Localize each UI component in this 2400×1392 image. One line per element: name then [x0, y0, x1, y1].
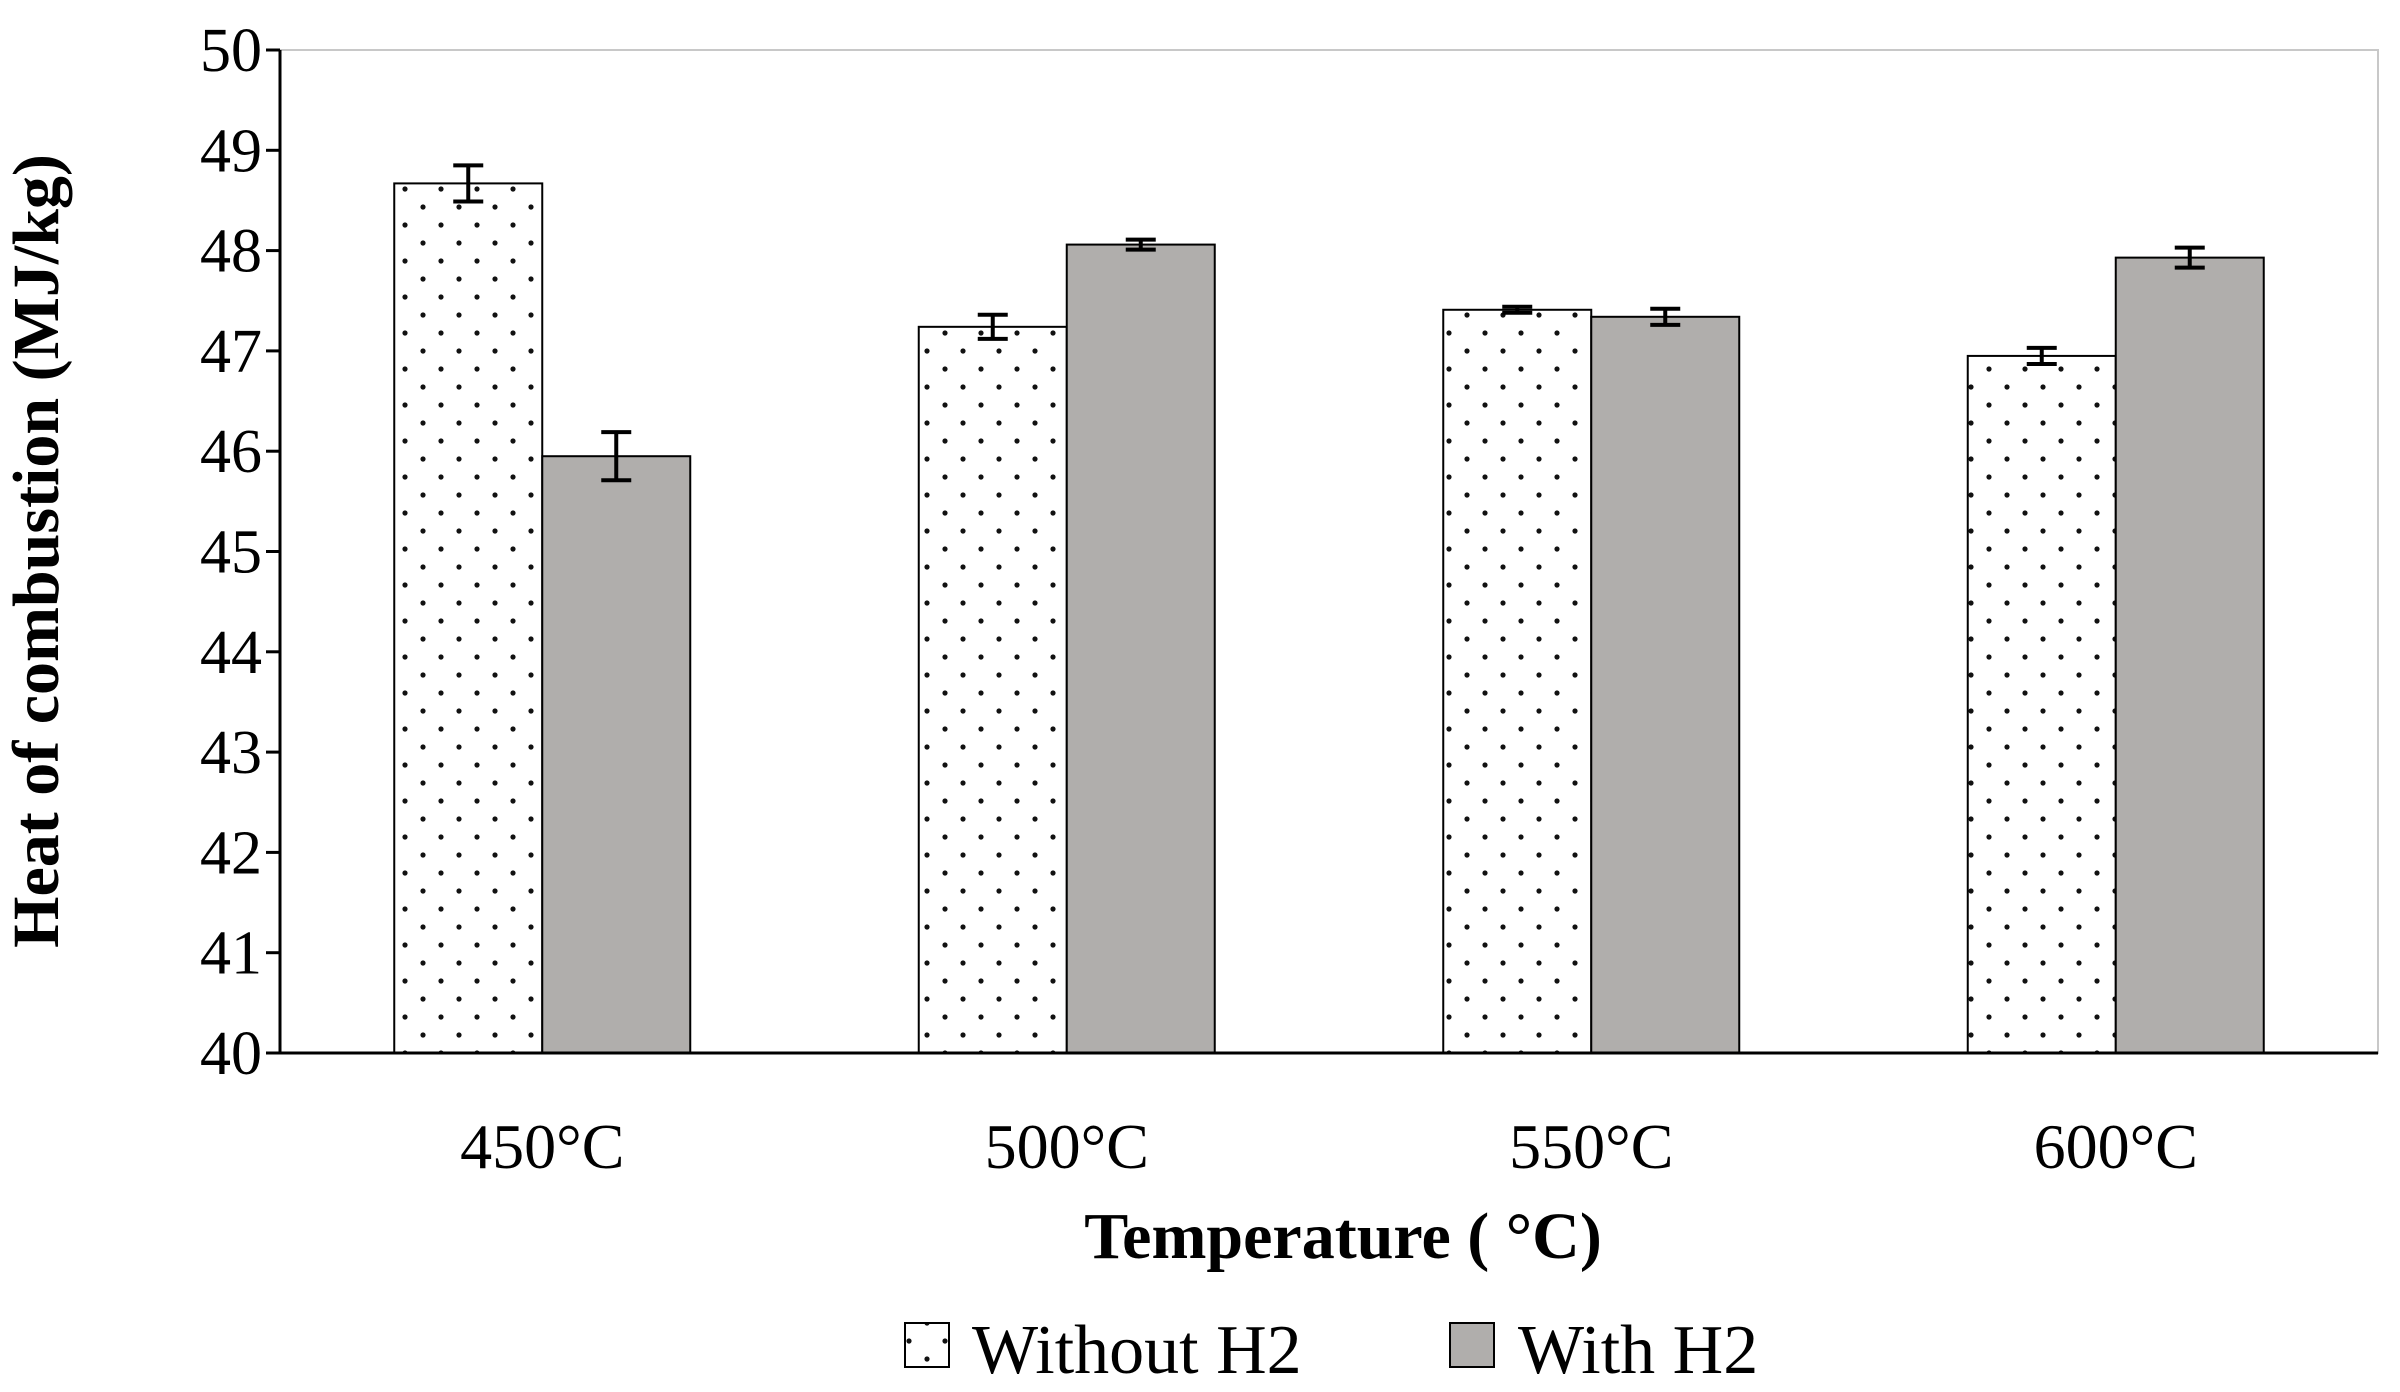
error-bars	[453, 163, 2205, 483]
y-tick-label: 46	[200, 418, 262, 486]
y-tick-label: 41	[200, 920, 262, 988]
y-tick-label: 47	[200, 318, 262, 386]
bar-without-h2-0	[393, 182, 544, 1055]
bar-with-h2-3	[2114, 256, 2265, 1055]
bar-series	[393, 182, 2265, 1055]
bar-with-h2-0	[541, 455, 692, 1054]
x-category-label: 500°C	[985, 1111, 1149, 1182]
bar-without-h2-2	[1442, 308, 1593, 1055]
bar-with-h2-2	[1590, 315, 1741, 1055]
bar-with-h2-1	[1065, 243, 1216, 1055]
y-tick-label: 49	[200, 117, 262, 185]
legend-swatch-without-h2	[904, 1322, 950, 1368]
legend: Without H2 With H2	[904, 1312, 1758, 1389]
x-category-label: 600°C	[2034, 1111, 2198, 1182]
bar-without-h2-1	[917, 325, 1068, 1054]
x-category-label: 450°C	[460, 1111, 624, 1182]
legend-label-without-h2: Without H2	[972, 1312, 1302, 1389]
y-tick-label: 40	[200, 1020, 262, 1088]
y-axis-title: Heat of combustion (MJ/kg)	[0, 154, 73, 948]
bar-without-h2-3	[1966, 354, 2117, 1055]
legend-swatch-with-h2	[1449, 1322, 1495, 1368]
y-tick-label: 45	[200, 519, 262, 587]
y-axis-ticks: 40 41 42 43 44 45 46 47 48 49 50	[200, 17, 280, 1088]
x-axis-title: Temperature ( °C)	[1084, 1200, 1602, 1273]
legend-label-with-h2: With H2	[1518, 1312, 1758, 1389]
y-tick-label: 43	[200, 719, 262, 787]
y-tick-label: 48	[200, 218, 262, 286]
x-category-label: 550°C	[1509, 1111, 1673, 1182]
y-tick-label: 50	[200, 17, 262, 85]
x-axis-labels: 450°C 500°C 550°C 600°C	[460, 1111, 2198, 1182]
y-tick-label: 42	[200, 819, 262, 887]
y-tick-label: 44	[200, 619, 262, 687]
